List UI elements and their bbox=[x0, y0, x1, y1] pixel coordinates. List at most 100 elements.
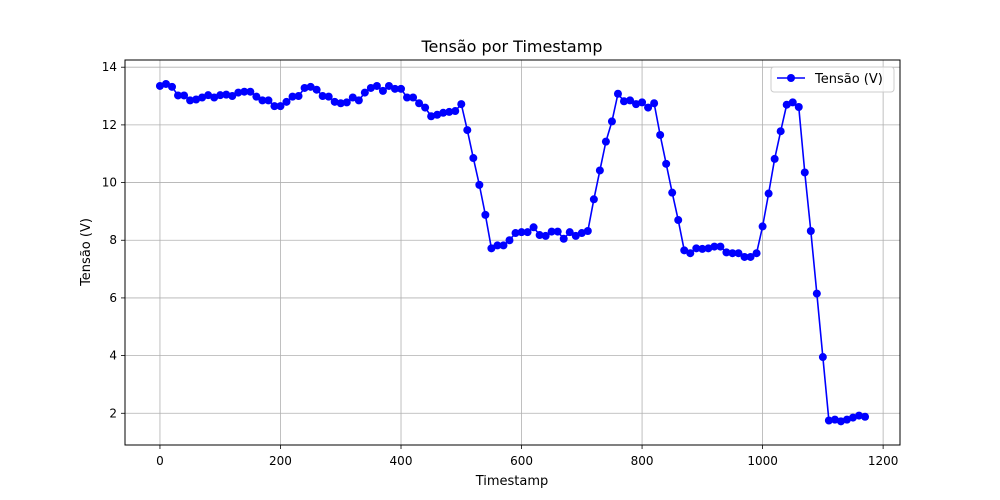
data-point bbox=[270, 102, 279, 111]
data-point bbox=[692, 244, 701, 253]
x-tick-label: 400 bbox=[390, 454, 413, 468]
data-point bbox=[415, 99, 424, 108]
data-point bbox=[312, 85, 321, 94]
data-point bbox=[559, 234, 568, 243]
data-point bbox=[632, 100, 641, 109]
ticks: 0 200 400 600 800 1000 1200 2 4 6 8 10 12 14 bbox=[102, 60, 899, 468]
data-point bbox=[306, 82, 315, 91]
data-point bbox=[397, 84, 406, 93]
data-point bbox=[794, 103, 803, 112]
data-point bbox=[264, 96, 273, 105]
data-point bbox=[861, 412, 870, 421]
data-point bbox=[746, 252, 755, 261]
data-point bbox=[360, 88, 369, 97]
data-point bbox=[842, 415, 851, 424]
x-tick-label: 1200 bbox=[868, 454, 899, 468]
data-point bbox=[565, 228, 574, 237]
y-tick-label: 2 bbox=[109, 406, 117, 420]
data-point bbox=[517, 228, 526, 237]
data-point bbox=[656, 130, 665, 139]
chart-title: Tensão por Timestamp bbox=[421, 37, 603, 56]
data-point bbox=[505, 236, 514, 245]
y-tick-label: 8 bbox=[109, 233, 117, 247]
x-tick-label: 0 bbox=[156, 454, 164, 468]
data-point bbox=[547, 227, 556, 236]
data-point bbox=[511, 229, 520, 238]
data-point bbox=[571, 231, 580, 240]
data-point bbox=[421, 103, 430, 112]
data-point bbox=[216, 91, 225, 100]
data-point bbox=[433, 110, 442, 119]
data-point bbox=[770, 154, 779, 163]
data-point bbox=[475, 180, 484, 189]
data-point bbox=[174, 91, 183, 100]
data-point bbox=[168, 82, 177, 91]
data-point bbox=[734, 249, 743, 258]
data-point bbox=[589, 195, 598, 204]
data-point bbox=[469, 154, 478, 163]
data-point bbox=[613, 89, 622, 98]
data-point bbox=[493, 241, 502, 250]
data-point bbox=[186, 96, 195, 105]
data-point bbox=[553, 227, 562, 236]
data-point bbox=[776, 127, 785, 136]
legend-box bbox=[770, 66, 895, 93]
data-point bbox=[324, 92, 333, 101]
data-point bbox=[855, 411, 864, 420]
data-point bbox=[300, 83, 309, 92]
data-point bbox=[529, 223, 538, 232]
data-point bbox=[246, 87, 255, 96]
x-axis-label: Timestamp bbox=[475, 474, 549, 489]
data-point bbox=[294, 92, 303, 101]
data-point bbox=[583, 227, 592, 236]
data-point bbox=[758, 222, 767, 231]
data-point bbox=[439, 108, 448, 117]
data-point bbox=[222, 90, 231, 99]
data-point bbox=[523, 228, 532, 237]
data-point bbox=[704, 244, 713, 253]
data-point bbox=[716, 242, 725, 251]
data-point bbox=[409, 93, 418, 102]
legend-marker bbox=[787, 74, 795, 82]
legend-label: Tensão (V) bbox=[814, 72, 883, 87]
data-point bbox=[180, 91, 189, 100]
axes-frame bbox=[124, 59, 901, 446]
data-point bbox=[535, 231, 544, 240]
grid bbox=[125, 60, 900, 445]
data-point bbox=[318, 92, 327, 101]
data-point bbox=[348, 93, 357, 102]
data-point bbox=[427, 112, 436, 121]
data-point bbox=[674, 216, 683, 225]
data-point bbox=[487, 244, 496, 253]
data-point bbox=[457, 100, 466, 109]
data-point bbox=[782, 100, 791, 109]
data-point bbox=[680, 246, 689, 255]
data-point bbox=[824, 416, 833, 425]
y-tick-label: 6 bbox=[109, 291, 117, 305]
data-point bbox=[662, 159, 671, 168]
data-point bbox=[595, 166, 604, 175]
data-point bbox=[722, 248, 731, 257]
x-tick-label: 1000 bbox=[747, 454, 778, 468]
data-point bbox=[372, 81, 381, 90]
data-point bbox=[463, 126, 472, 135]
data-point bbox=[288, 92, 297, 101]
data-point bbox=[240, 87, 249, 96]
data-point bbox=[836, 417, 845, 426]
data-point bbox=[481, 210, 490, 219]
data-point bbox=[607, 117, 616, 126]
data-point bbox=[601, 137, 610, 146]
data-point bbox=[764, 189, 773, 198]
y-tick-label: 4 bbox=[109, 349, 117, 363]
data-point bbox=[228, 92, 237, 101]
data-point bbox=[161, 79, 170, 88]
data-point bbox=[342, 98, 351, 107]
data-point bbox=[451, 107, 460, 116]
data-point bbox=[848, 413, 857, 422]
data-point bbox=[499, 241, 508, 250]
y-tick-label: 14 bbox=[102, 60, 117, 74]
data-point bbox=[366, 83, 375, 92]
x-tick-label: 800 bbox=[631, 454, 654, 468]
data-point bbox=[638, 98, 647, 107]
